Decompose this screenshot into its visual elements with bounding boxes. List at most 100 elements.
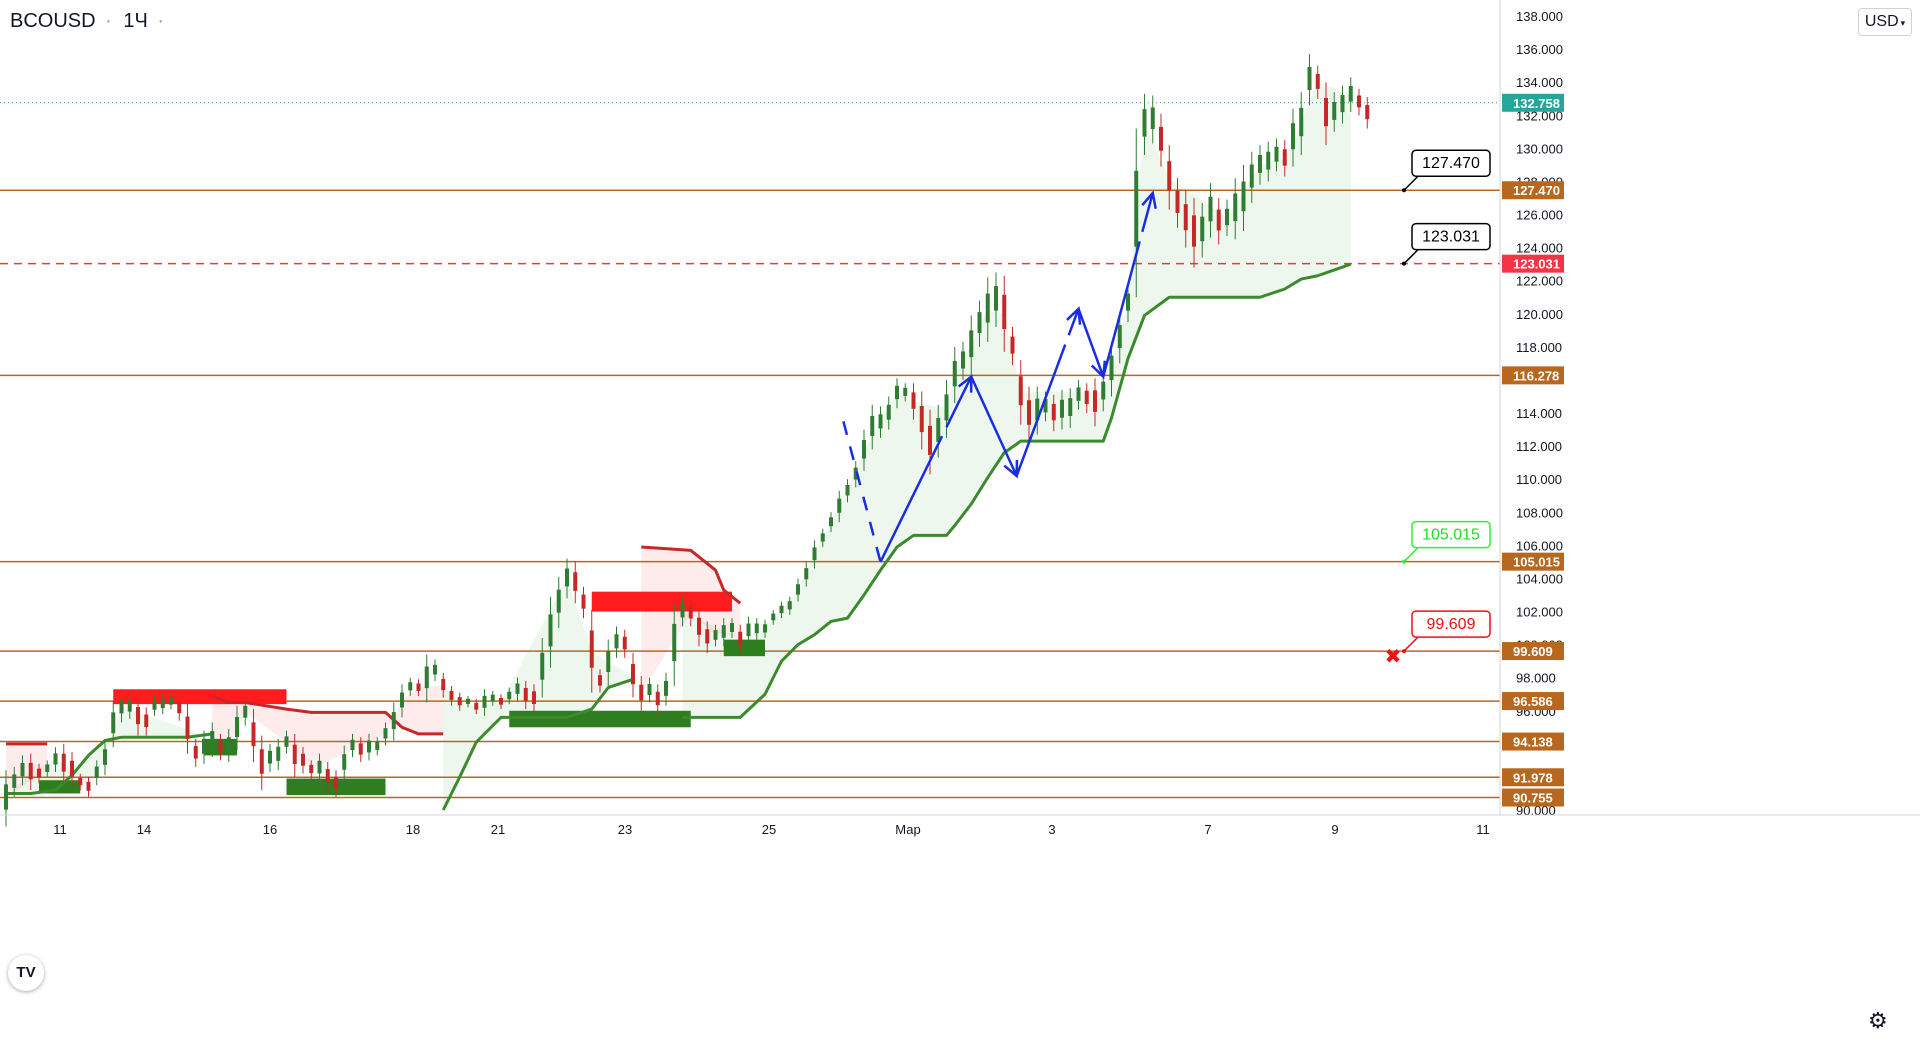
support-zone [509,710,691,728]
candle-body [243,705,248,718]
candle-body [127,700,132,712]
candle-body [309,764,314,774]
candle-body [977,312,982,333]
candle-body [1027,400,1031,425]
candle-body [771,613,776,621]
candle-body [1216,209,1221,231]
candle-body [45,764,50,772]
time-tick-label: 23 [618,822,632,837]
candle-body [763,624,767,633]
candle-body [1002,294,1007,330]
candle-body [738,631,743,645]
level-label: 123.031 [1513,257,1560,272]
callout-anchor [1402,649,1406,654]
candle-body [226,737,231,753]
candle-body [284,736,289,747]
candle-body [985,293,990,323]
candle-body [1117,324,1122,349]
candle-body [573,572,578,591]
candle-body [1043,398,1048,413]
candle-body [61,753,66,772]
callout-label: 123.031 [1422,229,1480,246]
candle-body [449,690,454,700]
price-tick-label: 108.000 [1516,505,1563,520]
candle-body [1101,381,1106,400]
level-label: 91.978 [1513,770,1553,785]
callout-anchor [1402,188,1406,193]
currency-button[interactable]: USD ▾ [1858,8,1912,36]
trailing-stop-red [641,545,742,605]
candle-body [1365,104,1370,120]
candle-body [820,533,825,542]
candle-body [37,768,41,778]
tradingview-logo-icon[interactable]: TV [8,955,44,991]
candle-body [391,712,396,730]
candle-body [259,749,264,774]
candle-body [746,623,751,637]
candle-body [507,691,512,700]
candle-body [12,774,17,788]
candle-body [367,740,371,753]
price-tick-label: 114.000 [1516,406,1562,421]
callout-anchor [1402,261,1406,266]
price-tick-label: 122.000 [1516,274,1563,289]
candle-body [853,467,858,480]
candle-body [994,286,998,311]
candle-body [276,746,281,761]
candle-body [961,351,965,369]
candle-body [136,707,140,725]
candle-body [235,716,239,738]
level-label: 96.586 [1513,694,1553,709]
candle-body [375,741,380,750]
candle-body [1299,107,1304,137]
time-axis[interactable]: 11 14 16 18 21 23 25 Мар 3 7 9 11 [0,814,1920,837]
candle-body [614,634,619,649]
candle-body [1307,66,1312,91]
candle-body [903,387,908,397]
separator-dot: · [105,10,112,32]
trend-fill [6,743,48,799]
trailing-stop-red [211,694,444,736]
candle-body [1357,95,1361,108]
candle-body [787,601,792,610]
candle-body [292,744,297,765]
candle-body [1258,155,1262,173]
candle-body [70,760,74,777]
candle-body [1233,193,1238,222]
candle-body [870,415,875,437]
candle-body [152,700,157,710]
candle-body [1225,208,1229,226]
candle-body [400,692,404,708]
candle-body [1142,109,1147,137]
gear-icon[interactable]: ⚙ [1868,1008,1888,1033]
candle-body [210,731,215,747]
trend-fill [212,685,444,770]
candle-body [647,683,652,696]
projection-leg [1077,308,1105,378]
price-tick-label: 126.000 [1516,208,1563,223]
price-axis[interactable]: 136.000 134.000 132.000 130.000 126.000 124.0… [1499,0,1564,818]
candle-body [1126,293,1130,311]
projection-leg [1015,308,1080,477]
candle-body [177,702,182,714]
candle-body [862,439,866,459]
candle-body [936,418,941,442]
timeframe-label: 1Ч [123,10,148,32]
time-tick-label: 16 [263,822,277,837]
time-tick-label: 9 [1331,822,1338,837]
candle-body [639,684,644,701]
symbol-title[interactable]: BCOUSD · 1Ч · [10,10,164,33]
level-label-bg [1502,732,1564,751]
candle-body [119,700,124,714]
callout-box [1411,222,1491,251]
projection-leg [879,376,973,563]
candle-body [482,695,487,708]
candle-body [1010,336,1015,354]
price-tick-label: 90.000 [1516,803,1556,818]
candle-body [1035,398,1040,421]
price-tick-label: 132.000 [1516,108,1563,123]
candle-body [804,568,809,580]
candle-body [1249,164,1254,188]
price-tick-label: 104.000 [1516,571,1563,586]
